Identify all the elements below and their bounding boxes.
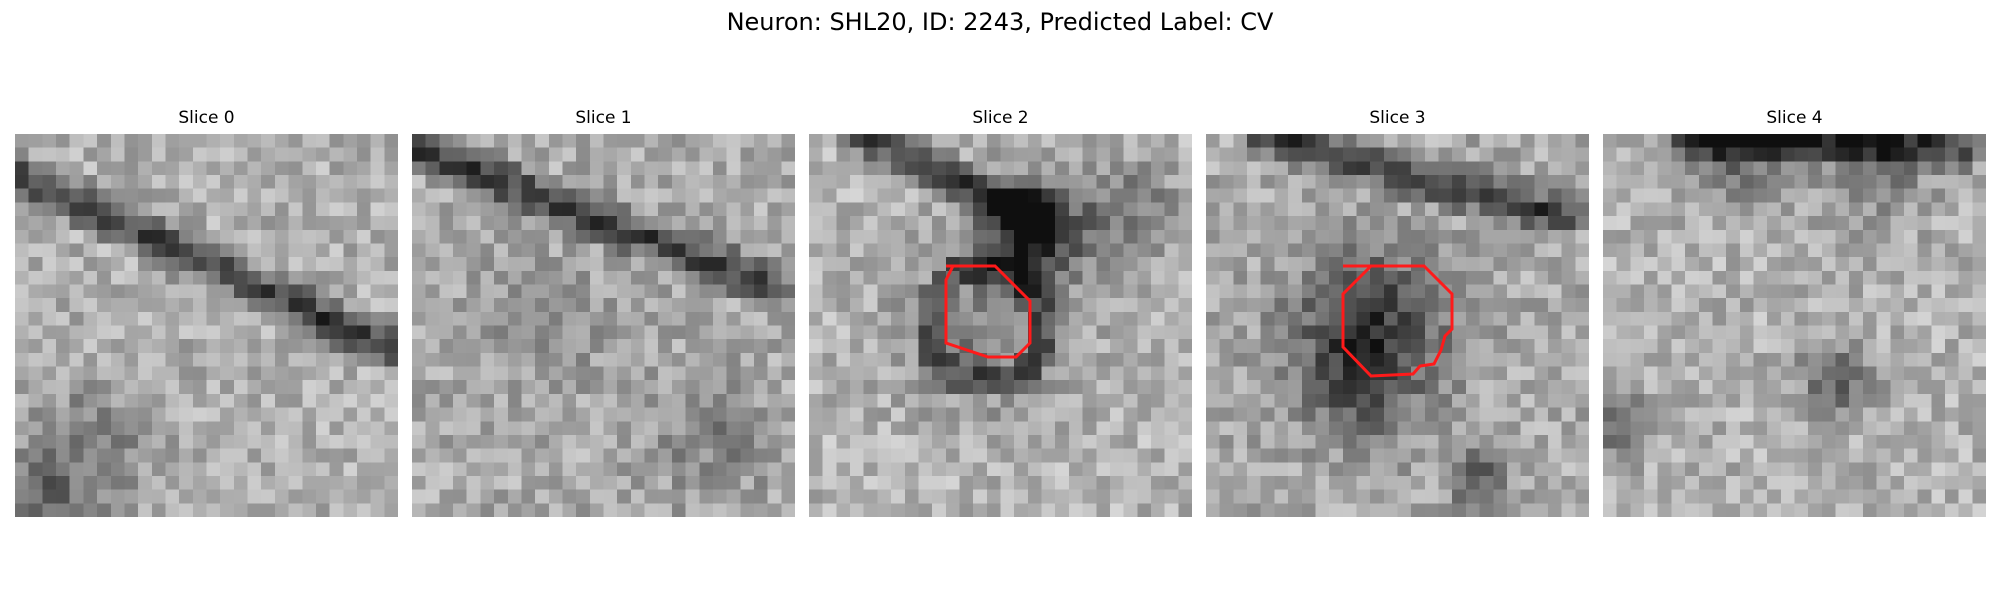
figure-title: Neuron: SHL20, ID: 2243, Predicted Label… [726, 8, 1274, 36]
slice-image-3 [1206, 134, 1589, 517]
slice-image-0 [15, 134, 398, 517]
slice-image-1 [412, 134, 795, 517]
contour-outline [1341, 264, 1454, 378]
slice-panel-2: Slice 2 [809, 108, 1192, 518]
slice-title-4: Slice 4 [1766, 108, 1823, 128]
slice-title-1: Slice 1 [575, 108, 632, 128]
slice-title-2: Slice 2 [972, 108, 1029, 128]
slice-panel-4: Slice 4 [1603, 108, 1986, 518]
segmentation-contour-3 [1341, 264, 1454, 378]
slice-image-2 [809, 134, 1192, 517]
contour-outline [944, 264, 1032, 359]
segmentation-contour-2 [944, 264, 1032, 359]
slice-title-0: Slice 0 [178, 108, 235, 128]
slice-panel-0: Slice 0 [15, 108, 398, 518]
slice-panel-1: Slice 1 [412, 108, 795, 518]
slice-title-3: Slice 3 [1369, 108, 1426, 128]
slice-image-4 [1603, 134, 1986, 517]
slice-panel-3: Slice 3 [1206, 108, 1589, 518]
